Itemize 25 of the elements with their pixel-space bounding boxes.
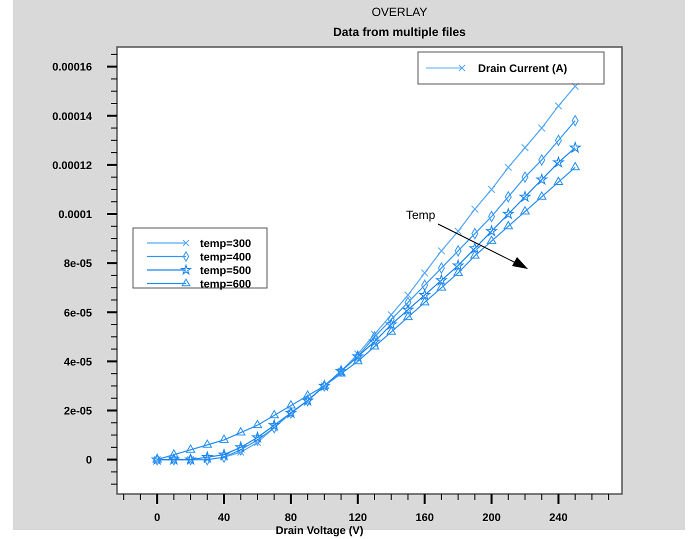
x-tick-label: 40: [218, 512, 230, 524]
y-axis-title: Drain Current (A): [478, 63, 568, 75]
y-tick-label: 4e-05: [64, 356, 92, 368]
x-axis-title: Drain Voltage (V): [276, 525, 364, 537]
chart-title: OVERLAY: [372, 5, 428, 19]
legend-label: temp=600: [200, 278, 252, 290]
x-tick-label: 80: [284, 512, 298, 524]
x-tick-label: 240: [549, 512, 568, 524]
y-tick-label: 0.0001: [58, 209, 92, 222]
chart-subtitle: Data from multiple files: [333, 25, 466, 39]
x-tick-label: 160: [416, 512, 434, 524]
x-tick-label: 200: [482, 512, 501, 524]
y-tick-label: 2e-05: [64, 405, 92, 418]
legend-label: temp=500: [200, 265, 252, 277]
y-tick-label: 0: [86, 454, 92, 467]
x-tick-label: 0: [154, 512, 160, 524]
y-tick-label: 0.00016: [52, 62, 92, 74]
y-tick-label: 6e-05: [64, 307, 92, 320]
y-tick-label: 8e-05: [64, 258, 92, 270]
x-tick-label: 120: [348, 512, 367, 524]
legend-label: temp=300: [200, 238, 252, 250]
y-tick-label: 0.00012: [52, 160, 92, 172]
annotation: Temp: [406, 208, 436, 222]
y-tick-label: 0.00014: [52, 110, 93, 123]
legend-label: temp=400: [200, 252, 252, 264]
